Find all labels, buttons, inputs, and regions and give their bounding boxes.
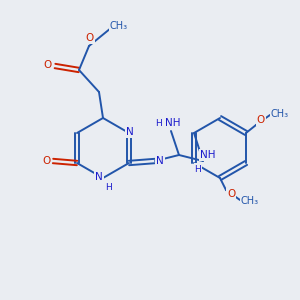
Text: CH₃: CH₃	[271, 109, 289, 119]
Text: NH: NH	[165, 118, 181, 128]
Text: NH: NH	[200, 150, 216, 160]
Text: N: N	[126, 127, 134, 137]
Text: O: O	[227, 189, 235, 199]
Text: O: O	[86, 33, 94, 43]
Text: O: O	[42, 156, 50, 166]
Text: O: O	[257, 115, 265, 125]
Text: H: H	[195, 164, 201, 173]
Text: N: N	[95, 172, 103, 182]
Text: N: N	[156, 156, 164, 166]
Text: O: O	[44, 60, 52, 70]
Text: CH₃: CH₃	[110, 21, 128, 31]
Text: H: H	[105, 182, 111, 191]
Text: H: H	[156, 118, 162, 127]
Text: CH₃: CH₃	[241, 196, 259, 206]
